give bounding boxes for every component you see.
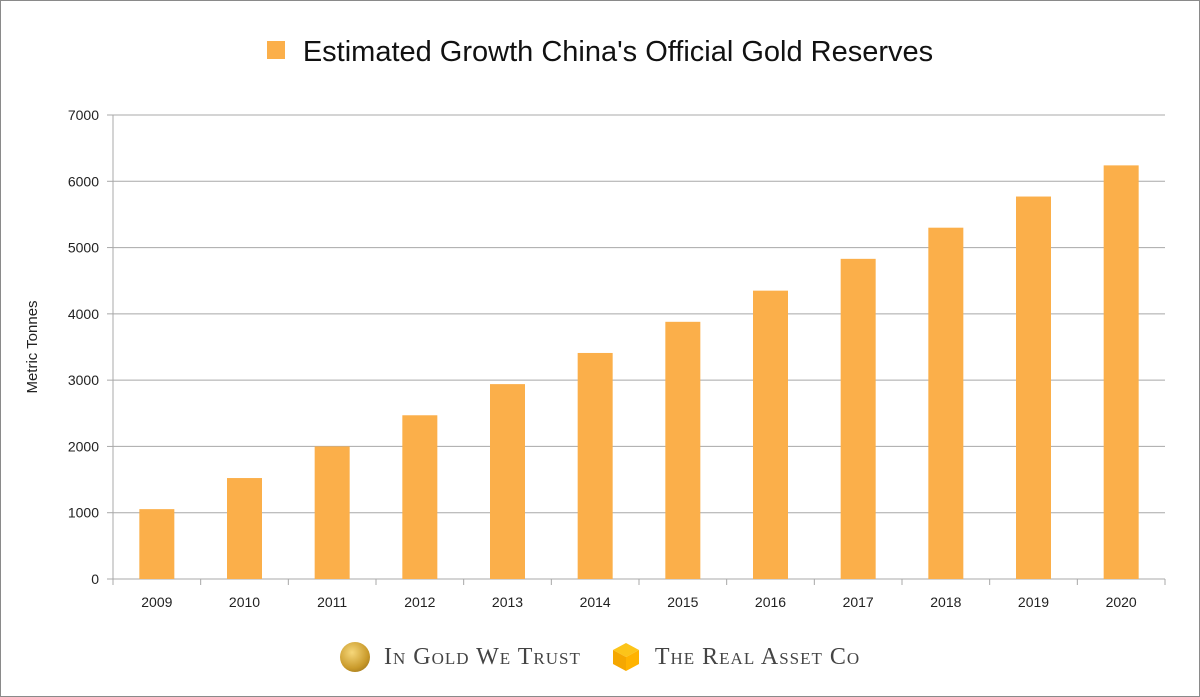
chart-legend: Estimated Growth China's Official Gold R… bbox=[0, 36, 1200, 69]
x-tick-label: 2014 bbox=[580, 594, 611, 610]
bar-2019 bbox=[1016, 196, 1051, 579]
bar-2010 bbox=[227, 478, 262, 579]
gold-coin-icon bbox=[340, 642, 370, 672]
bar-2011 bbox=[314, 446, 350, 579]
bar-2014 bbox=[577, 352, 613, 579]
x-tick-label: 2015 bbox=[667, 594, 698, 610]
bar-2018 bbox=[928, 227, 964, 579]
bar-2017 bbox=[840, 258, 876, 579]
x-tick-label: 2010 bbox=[229, 594, 260, 610]
x-tick-label: 2019 bbox=[1018, 594, 1049, 610]
bar-2013 bbox=[490, 384, 525, 579]
brand-in-gold-we-trust: In Gold We Trust bbox=[384, 643, 581, 670]
y-tick-label: 2000 bbox=[68, 438, 99, 454]
gold-cube-icon bbox=[612, 643, 639, 671]
y-axis-label: Metric Tonnes bbox=[24, 300, 41, 393]
x-tick-label: 2018 bbox=[930, 594, 961, 610]
y-tick-label: 0 bbox=[91, 571, 99, 587]
y-tick-label: 4000 bbox=[68, 306, 99, 322]
x-tick-label: 2020 bbox=[1106, 594, 1137, 610]
x-tick-label: 2011 bbox=[317, 594, 347, 610]
bar-2020 bbox=[1103, 165, 1139, 579]
bar-2009 bbox=[139, 509, 175, 579]
x-tick-label: 2016 bbox=[755, 594, 786, 610]
y-tick-label: 1000 bbox=[68, 505, 99, 521]
bar-2016 bbox=[753, 290, 788, 579]
y-tick-label: 3000 bbox=[68, 372, 99, 388]
x-tick-label: 2013 bbox=[492, 594, 523, 610]
bar-2015 bbox=[665, 321, 701, 579]
brand-the-real-asset-co: The Real Asset Co bbox=[654, 643, 861, 670]
x-tick-label: 2009 bbox=[141, 594, 172, 610]
y-tick-label: 7000 bbox=[68, 107, 99, 123]
y-tick-label: 5000 bbox=[68, 240, 99, 256]
y-tick-label: 6000 bbox=[68, 173, 99, 189]
legend-swatch bbox=[266, 41, 285, 59]
x-tick-label: 2012 bbox=[404, 594, 435, 610]
legend-label: Estimated Growth China's Official Gold R… bbox=[302, 36, 934, 68]
bar-2012 bbox=[402, 415, 438, 579]
x-tick-label: 2017 bbox=[843, 594, 874, 610]
footer-logos: In Gold We Trust The Real Asset Co bbox=[340, 640, 860, 674]
